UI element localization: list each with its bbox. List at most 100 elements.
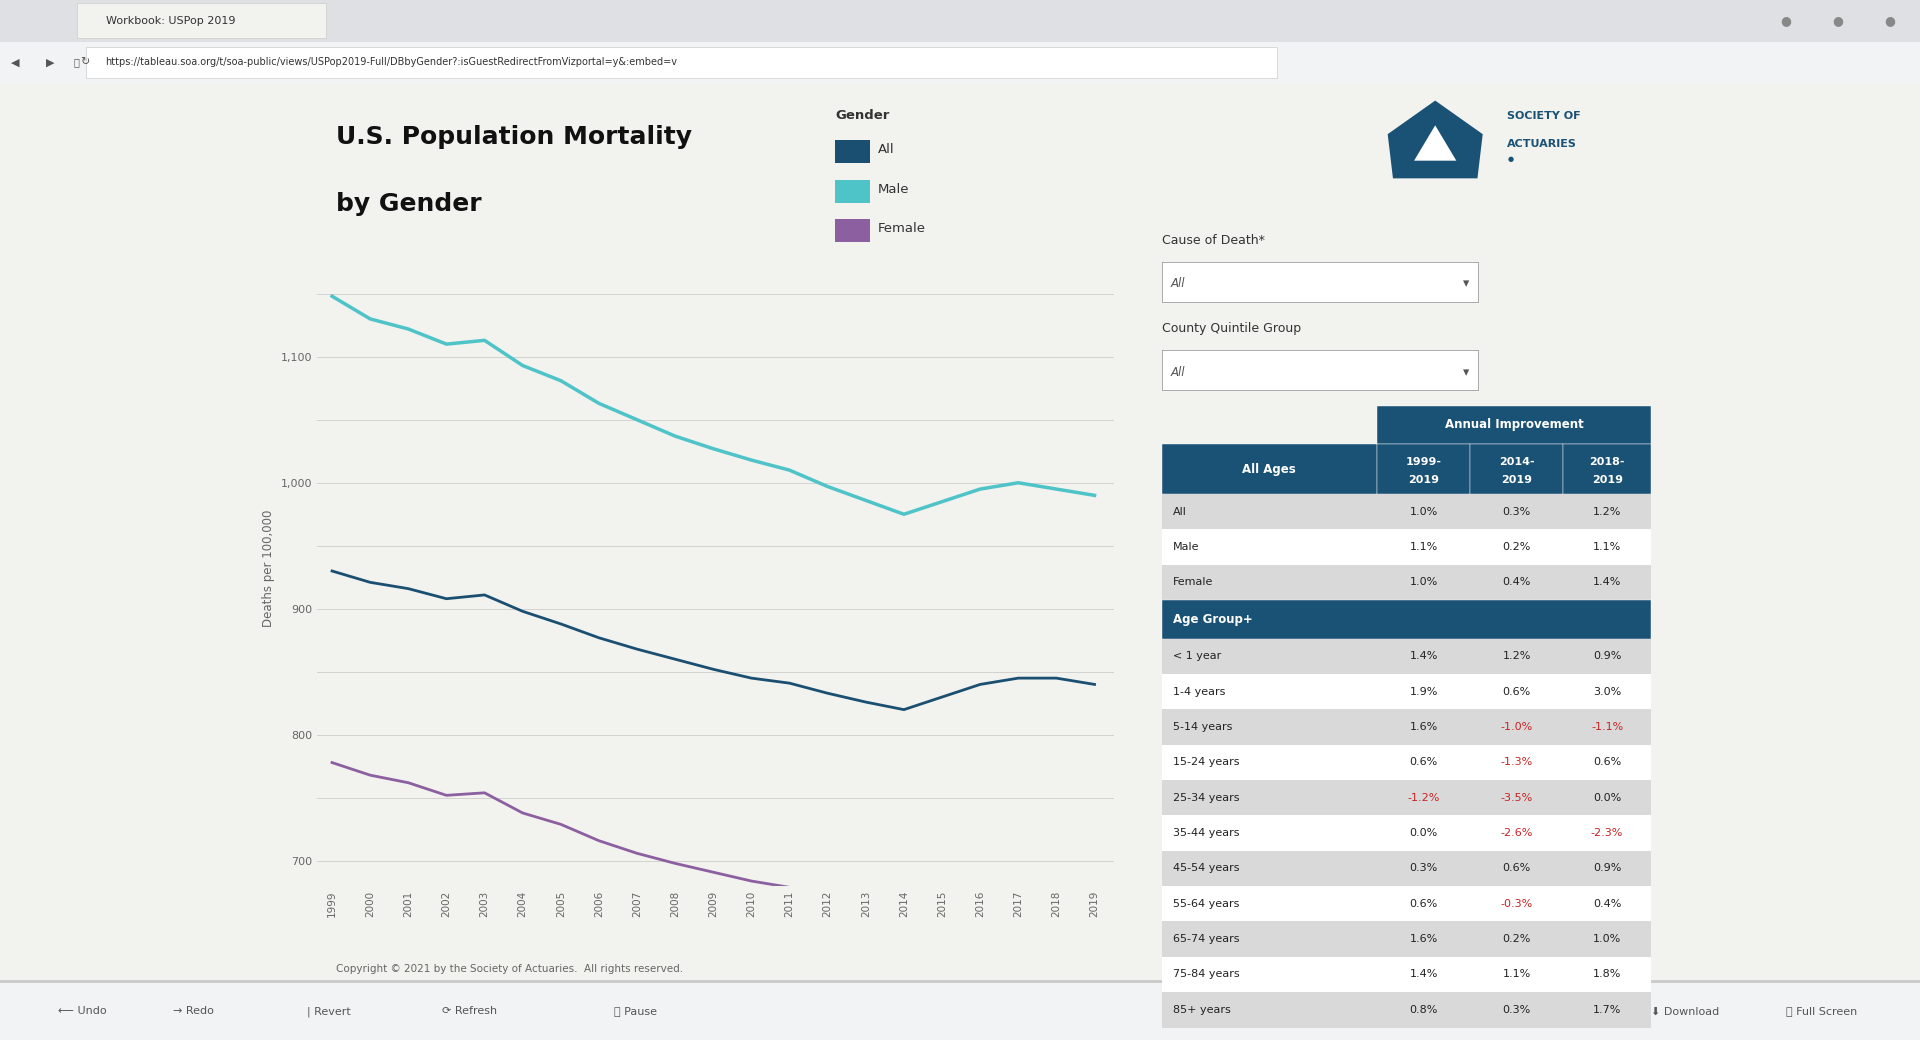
Text: https://tableau.soa.org/t/soa-public/views/USPop2019-Full/DBbyGender?:isGuestRed: https://tableau.soa.org/t/soa-public/vie… (106, 57, 678, 68)
Text: 1.1%: 1.1% (1409, 542, 1438, 552)
Text: 🔒: 🔒 (73, 57, 81, 68)
Text: Cause of Death*: Cause of Death* (1162, 234, 1265, 248)
Text: 1.7%: 1.7% (1594, 1005, 1620, 1015)
Text: 0.9%: 0.9% (1594, 651, 1620, 661)
Text: ✏ Edit: ✏ Edit (1382, 1007, 1417, 1016)
Text: Female: Female (1173, 577, 1213, 588)
Text: -0.3%: -0.3% (1500, 899, 1532, 909)
Text: 25-34 years: 25-34 years (1173, 792, 1240, 803)
Text: | Revert: | Revert (307, 1006, 351, 1017)
Text: ▶: ▶ (46, 57, 54, 68)
Text: 1.2%: 1.2% (1594, 506, 1620, 517)
Text: -2.3%: -2.3% (1592, 828, 1622, 838)
Text: -1.0%: -1.0% (1500, 722, 1532, 732)
Text: All: All (877, 144, 895, 156)
Text: -1.3%: -1.3% (1500, 757, 1532, 768)
Text: 0.2%: 0.2% (1501, 542, 1530, 552)
Text: -1.1%: -1.1% (1592, 722, 1622, 732)
Text: ↻: ↻ (81, 57, 88, 68)
Polygon shape (1388, 101, 1482, 179)
Text: 0.3%: 0.3% (1503, 506, 1530, 517)
Text: 85+ years: 85+ years (1173, 1005, 1231, 1015)
Text: 0.6%: 0.6% (1594, 757, 1620, 768)
Text: 0.6%: 0.6% (1409, 757, 1438, 768)
Text: ⟵ Undo: ⟵ Undo (58, 1007, 106, 1016)
Text: 1.6%: 1.6% (1409, 934, 1438, 944)
Text: 0.0%: 0.0% (1409, 828, 1438, 838)
Text: Female: Female (877, 223, 925, 235)
Text: 0.4%: 0.4% (1594, 899, 1620, 909)
Text: 1.1%: 1.1% (1594, 542, 1620, 552)
Text: 3.0%: 3.0% (1594, 686, 1620, 697)
Text: 1.6%: 1.6% (1409, 722, 1438, 732)
Text: ●: ● (1507, 156, 1513, 162)
Text: Male: Male (877, 183, 908, 196)
Text: 55-64 years: 55-64 years (1173, 899, 1240, 909)
Text: All: All (1173, 506, 1187, 517)
Text: 1.2%: 1.2% (1501, 651, 1530, 661)
Text: 75-84 years: 75-84 years (1173, 969, 1240, 980)
Text: ●: ● (1780, 15, 1791, 27)
Text: ▾: ▾ (1463, 366, 1469, 379)
Text: 1999-: 1999- (1405, 457, 1442, 467)
Text: → Redo: → Redo (173, 1007, 213, 1016)
Y-axis label: Deaths per 100,000: Deaths per 100,000 (261, 510, 275, 626)
Text: ●: ● (1884, 15, 1895, 27)
Text: ⏸ Pause: ⏸ Pause (614, 1007, 657, 1016)
Text: -1.2%: -1.2% (1407, 792, 1440, 803)
Text: 0.6%: 0.6% (1409, 899, 1438, 909)
Text: 45-54 years: 45-54 years (1173, 863, 1240, 874)
Text: -3.5%: -3.5% (1500, 792, 1532, 803)
Text: 1.4%: 1.4% (1409, 969, 1438, 980)
Text: 35-44 years: 35-44 years (1173, 828, 1240, 838)
Text: 65-74 years: 65-74 years (1173, 934, 1240, 944)
Text: 1.0%: 1.0% (1409, 577, 1438, 588)
Text: 0.4%: 0.4% (1501, 577, 1530, 588)
Text: All: All (1171, 366, 1187, 379)
Text: 15-24 years: 15-24 years (1173, 757, 1240, 768)
Text: 2019: 2019 (1592, 475, 1622, 485)
Text: U.S. Population Mortality: U.S. Population Mortality (336, 125, 691, 149)
Text: ▾: ▾ (1463, 278, 1469, 290)
Text: 5-14 years: 5-14 years (1173, 722, 1233, 732)
Text: *See report for Cause of Death definitions: *See report for Cause of Death definitio… (1162, 1038, 1380, 1040)
Text: 1.4%: 1.4% (1409, 651, 1438, 661)
Text: ⟳ Refresh: ⟳ Refresh (442, 1007, 497, 1016)
Polygon shape (1413, 126, 1455, 160)
Text: All Ages: All Ages (1242, 463, 1296, 475)
Text: Male: Male (1173, 542, 1200, 552)
Text: County Quintile Group: County Quintile Group (1162, 322, 1300, 335)
Text: ⇪ Share: ⇪ Share (1517, 1007, 1563, 1016)
Text: 2018-: 2018- (1590, 457, 1624, 467)
Text: 2019: 2019 (1407, 475, 1438, 485)
Text: Gender: Gender (835, 109, 889, 123)
Text: 0.6%: 0.6% (1503, 863, 1530, 874)
Text: 0.8%: 0.8% (1409, 1005, 1438, 1015)
Text: Copyright © 2021 by the Society of Actuaries.  All rights reserved.: Copyright © 2021 by the Society of Actua… (336, 964, 684, 974)
Text: SOCIETY OF: SOCIETY OF (1507, 111, 1580, 122)
Text: 0.2%: 0.2% (1501, 934, 1530, 944)
Text: 0.3%: 0.3% (1409, 863, 1438, 874)
Text: ●: ● (1832, 15, 1843, 27)
Text: 0.0%: 0.0% (1594, 792, 1620, 803)
Text: 0.3%: 0.3% (1503, 1005, 1530, 1015)
Text: 1.4%: 1.4% (1594, 577, 1620, 588)
Text: 0.6%: 0.6% (1503, 686, 1530, 697)
Text: ⬇ Download: ⬇ Download (1651, 1007, 1720, 1016)
Text: ◀: ◀ (12, 57, 19, 68)
Text: 0.9%: 0.9% (1594, 863, 1620, 874)
Text: by Gender: by Gender (336, 192, 482, 216)
Text: 1.9%: 1.9% (1409, 686, 1438, 697)
Text: ⤢ Full Screen: ⤢ Full Screen (1786, 1007, 1857, 1016)
Text: 1.0%: 1.0% (1409, 506, 1438, 517)
Text: < 1 year: < 1 year (1173, 651, 1221, 661)
Text: 1.0%: 1.0% (1594, 934, 1620, 944)
Text: Age Group+: Age Group+ (1173, 613, 1254, 626)
Text: Annual Improvement: Annual Improvement (1444, 418, 1584, 432)
Text: Workbook: USPop 2019: Workbook: USPop 2019 (106, 16, 234, 26)
Text: 2019: 2019 (1501, 475, 1532, 485)
Text: 1.1%: 1.1% (1503, 969, 1530, 980)
Text: ACTUARIES: ACTUARIES (1507, 138, 1576, 149)
Text: 1.8%: 1.8% (1594, 969, 1620, 980)
Text: All: All (1171, 278, 1187, 290)
